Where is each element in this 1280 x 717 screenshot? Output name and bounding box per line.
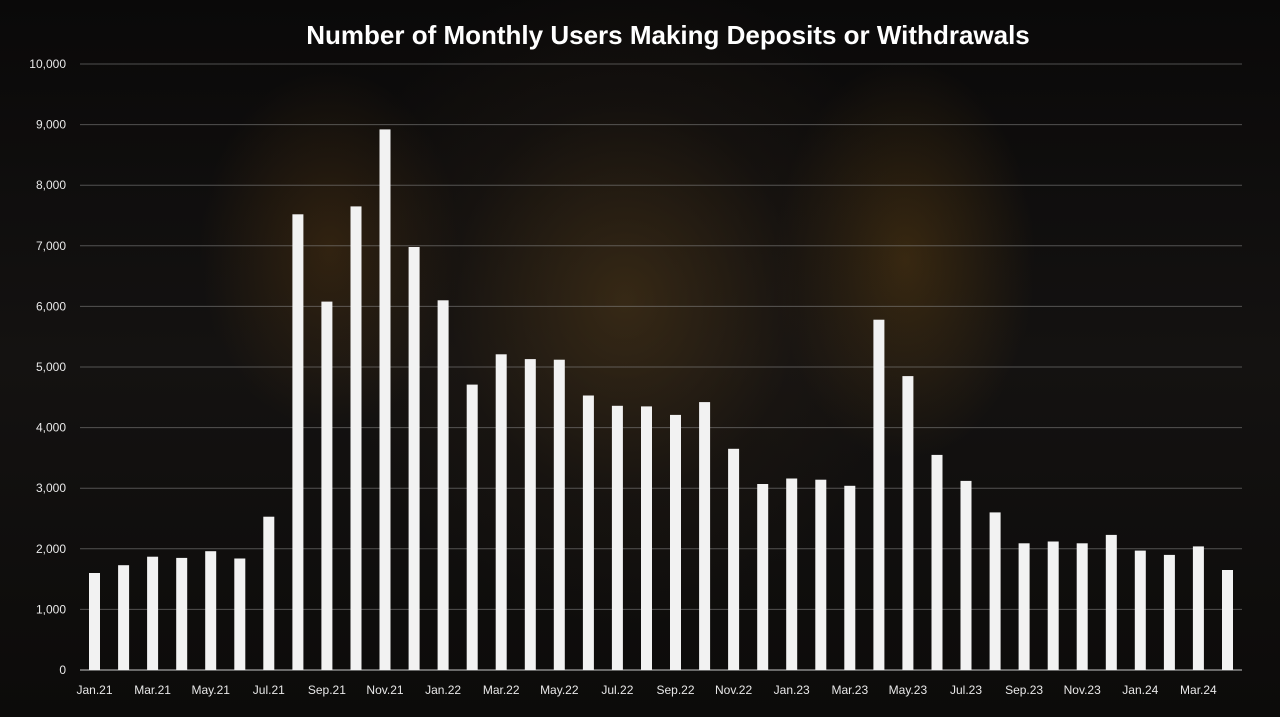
x-tick-label: Sep.23 — [1005, 683, 1043, 697]
x-tick-label: May.21 — [191, 683, 230, 697]
x-tick-label: Jan.21 — [76, 683, 112, 697]
bar — [524, 359, 536, 670]
y-tick-label: 7,000 — [36, 239, 66, 253]
bar — [118, 565, 130, 670]
bar — [350, 206, 362, 670]
x-tick-label: Nov.22 — [715, 683, 752, 697]
x-tick-label: May.22 — [540, 683, 579, 697]
y-tick-label: 2,000 — [36, 542, 66, 556]
x-tick-label: Jul.22 — [601, 683, 633, 697]
x-tick-label: Nov.23 — [1064, 683, 1101, 697]
y-tick-label: 10,000 — [29, 57, 66, 71]
bar — [1018, 543, 1030, 670]
y-tick-label: 6,000 — [36, 299, 66, 313]
bar — [960, 480, 972, 670]
bar — [641, 406, 652, 670]
x-tick-label: Mar.21 — [134, 683, 171, 697]
bar — [699, 402, 711, 670]
bar — [234, 558, 246, 670]
x-axis-ticks: Jan.21 Mar.21 May.21 Jul.21 Sep.21 Nov.21 Jan.… — [76, 683, 1217, 697]
bar — [292, 214, 304, 671]
bar — [466, 384, 478, 670]
x-tick-label: Sep.21 — [308, 683, 346, 697]
bar — [1047, 541, 1059, 670]
x-tick-label: Jan.22 — [425, 683, 461, 697]
y-tick-label: 8,000 — [36, 178, 66, 192]
x-tick-label: Mar.22 — [483, 683, 520, 697]
x-tick-label: Mar.24 — [1180, 683, 1217, 697]
bar — [873, 319, 885, 670]
bar — [757, 484, 769, 670]
bar — [553, 359, 565, 670]
y-tick-label: 3,000 — [36, 481, 66, 495]
bar — [786, 478, 798, 670]
bar — [205, 551, 217, 670]
bar — [1105, 534, 1117, 670]
bar — [931, 454, 943, 670]
x-tick-label: Jan.24 — [1122, 683, 1158, 697]
bar — [89, 573, 100, 670]
bars — [89, 129, 1233, 671]
bar — [176, 557, 188, 670]
x-tick-label: Jul.23 — [950, 683, 982, 697]
bar — [263, 516, 275, 670]
bar — [844, 485, 856, 670]
gridlines — [80, 63, 1242, 671]
bar — [437, 300, 449, 670]
x-tick-label: Sep.22 — [656, 683, 694, 697]
y-tick-label: 9,000 — [36, 118, 66, 132]
y-axis-ticks: 0 1,000 2,000 3,000 4,000 5,000 6,000 7,000 8,00… — [29, 57, 66, 677]
bar — [989, 512, 1001, 670]
bar — [1222, 570, 1233, 670]
bar — [582, 395, 594, 670]
bar — [408, 247, 420, 670]
y-tick-label: 1,000 — [36, 602, 66, 616]
bar — [670, 414, 681, 670]
bar — [147, 556, 159, 670]
bar — [495, 354, 507, 670]
y-tick-label: 0 — [59, 663, 66, 677]
x-tick-label: Jan.23 — [774, 683, 810, 697]
bar — [1192, 546, 1204, 670]
bar — [1076, 543, 1088, 670]
x-tick-label: May.23 — [889, 683, 928, 697]
bar — [902, 376, 914, 670]
x-tick-label: Jul.21 — [253, 683, 285, 697]
bar — [611, 405, 623, 670]
chart-title: Number of Monthly Users Making Deposits … — [306, 20, 1030, 50]
x-tick-label: Nov.21 — [366, 683, 403, 697]
bar — [1163, 554, 1175, 670]
bar — [728, 448, 740, 670]
y-tick-label: 5,000 — [36, 360, 66, 374]
bar — [321, 301, 333, 670]
bar — [1134, 550, 1146, 670]
bar — [379, 129, 391, 670]
y-tick-label: 4,000 — [36, 421, 66, 435]
bar — [815, 479, 827, 670]
x-tick-label: Mar.23 — [831, 683, 868, 697]
